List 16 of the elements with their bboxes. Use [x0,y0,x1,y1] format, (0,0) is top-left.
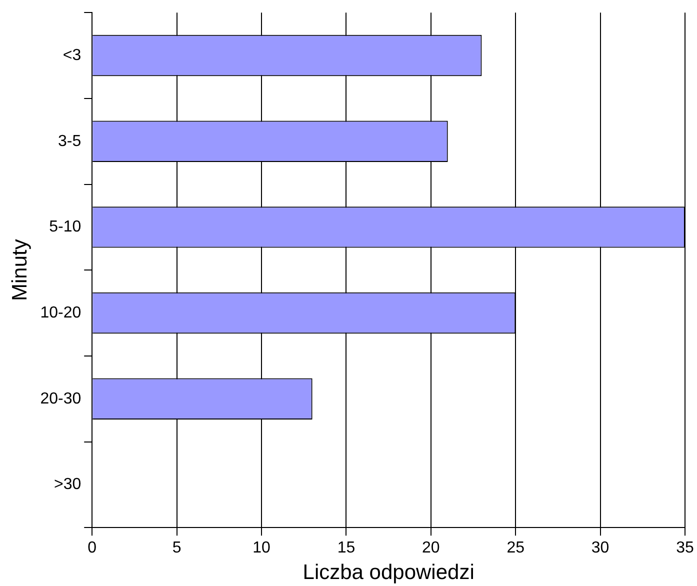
y-tick-label: 20-30 [40,390,82,408]
x-tick-label: 35 [676,540,694,557]
y-tick-label: <3 [62,46,82,64]
x-tick-label: 10 [252,540,271,557]
x-tick-label: 15 [337,540,356,557]
x-tick-label: 20 [422,540,440,557]
y-axis-title: Minuty [8,238,32,302]
y-tick-label: 10-20 [40,304,82,322]
x-tick-label: 25 [506,540,525,557]
x-tick-label: 5 [172,540,182,557]
x-tick-label: 0 [88,540,97,557]
y-tick-label: 5-10 [49,218,82,236]
x-axis-title: Liczba odpowiedzi [302,561,474,584]
x-tick-label: 30 [591,540,610,557]
y-tick-label: 3-5 [58,132,82,150]
y-tick-label: >30 [54,476,82,494]
